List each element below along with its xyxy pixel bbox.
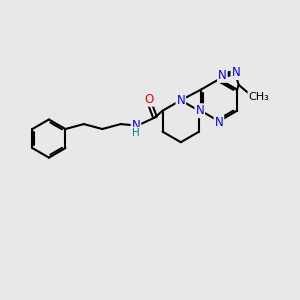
Text: O: O <box>145 93 154 106</box>
Text: CH₃: CH₃ <box>248 92 269 102</box>
Text: N: N <box>232 66 240 79</box>
Text: H: H <box>132 128 140 138</box>
Text: N: N <box>214 116 223 129</box>
Text: N: N <box>195 104 204 117</box>
Text: N: N <box>218 69 227 82</box>
Text: N: N <box>176 94 185 107</box>
Text: N: N <box>132 118 140 131</box>
